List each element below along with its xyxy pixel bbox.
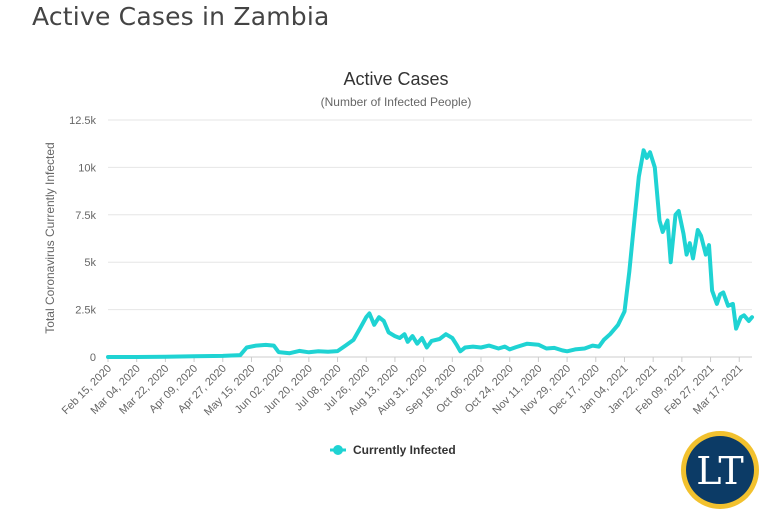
y-tick-label: 7.5k bbox=[75, 210, 96, 222]
y-tick-label: 5k bbox=[84, 257, 96, 269]
y-tick-label: 12.5k bbox=[69, 115, 96, 127]
y-axis-ticks: 0 2.5k 5k 7.5k 10k 12.5k bbox=[69, 115, 96, 364]
legend-marker-icon bbox=[333, 445, 343, 455]
chart-title: Active Cases bbox=[343, 69, 448, 89]
lt-logo[interactable]: LT bbox=[681, 431, 759, 509]
legend-label: Currently Infected bbox=[353, 443, 456, 457]
page-title: Active Cases in Zambia bbox=[32, 2, 330, 31]
series-layer bbox=[106, 148, 754, 359]
logo-text: LT bbox=[696, 449, 743, 493]
gridlines bbox=[108, 119, 752, 358]
logo-badge bbox=[686, 436, 754, 504]
y-tick-label: 2.5k bbox=[75, 305, 96, 317]
chart-subtitle: (Number of Infected People) bbox=[321, 95, 472, 109]
y-tick-label: 10k bbox=[78, 162, 96, 174]
y-tick-label: 0 bbox=[90, 352, 96, 364]
legend-item-currently-infected[interactable]: Currently Infected bbox=[330, 443, 456, 457]
series-line-currently-infected[interactable] bbox=[106, 148, 754, 359]
y-axis-title: Total Coronavirus Currently Infected bbox=[43, 142, 57, 333]
